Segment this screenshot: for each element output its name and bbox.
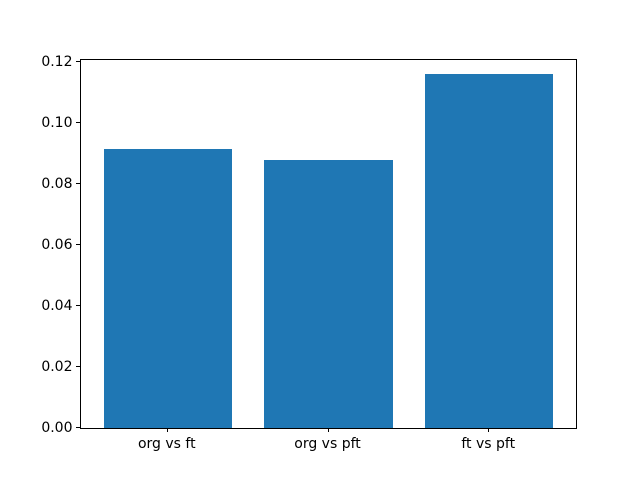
y-axis-tick-label: 0.08 [41,175,73,192]
x-axis-tick-label: org vs ft [137,436,196,452]
y-axis-tick-mark [76,366,80,368]
y-axis-tick-mark [76,122,80,124]
x-axis-tick-mark [488,428,490,432]
y-axis-tick-label: 0.06 [41,236,73,253]
y-axis-tick-mark [76,427,80,428]
y-axis-tick-label: 0.00 [41,419,73,436]
y-axis-tick-mark [76,305,80,307]
bar-ft-vs-pft [424,74,554,428]
plot-area [80,59,577,429]
y-axis-tick-mark [76,61,80,63]
y-axis-tick-mark [76,244,80,246]
y-axis-tick-mark [76,183,80,185]
x-axis-tick-label: ft vs pft [461,436,516,452]
y-axis-tick-label: 0.02 [41,358,73,375]
y-axis-tick-label: 0.12 [41,53,73,70]
x-axis-tick-label: org vs pft [294,436,361,452]
x-axis-tick-mark [166,428,168,432]
bar-org-vs-ft [103,149,233,428]
y-axis-tick-label: 0.04 [41,297,73,314]
x-axis-tick-mark [327,428,329,432]
bar-org-vs-pft [264,159,393,428]
y-axis-tick-label: 0.10 [41,114,73,131]
